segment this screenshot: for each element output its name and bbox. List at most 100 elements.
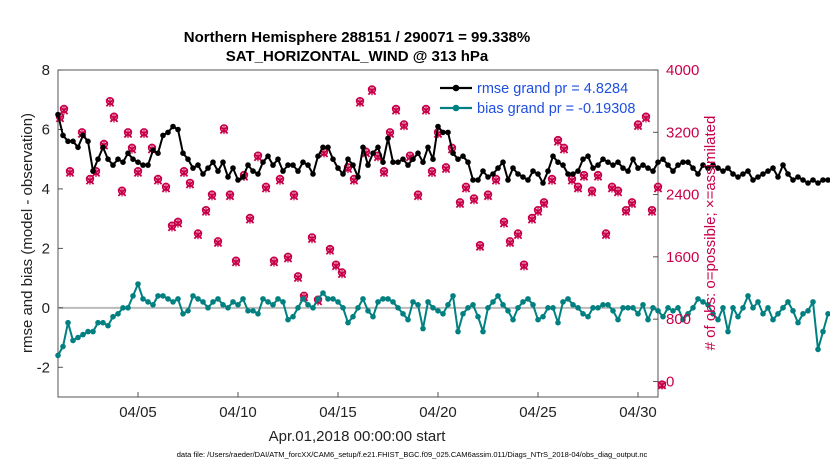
obs-assimilated-marker xyxy=(601,230,611,240)
rmse-point xyxy=(670,168,676,174)
right-tick-label: 4000 xyxy=(666,62,699,79)
rmse-point xyxy=(90,168,96,174)
rmse-point xyxy=(690,165,696,171)
bias-point xyxy=(600,302,606,308)
rmse-point xyxy=(625,168,631,174)
obs-assimilated-marker xyxy=(331,261,341,271)
rmse-point xyxy=(610,162,616,168)
rmse-point xyxy=(530,168,536,174)
bias-point xyxy=(595,305,601,311)
obs-assimilated-marker xyxy=(593,172,603,181)
obs-assimilated-marker xyxy=(367,86,377,96)
bias-point xyxy=(450,293,456,299)
obs-assimilated-marker xyxy=(269,258,279,267)
bias-point xyxy=(360,296,366,302)
rmse-point xyxy=(470,177,476,183)
obs-assimilated-marker xyxy=(261,184,271,193)
bias-point xyxy=(500,302,506,308)
bias-point xyxy=(95,319,101,326)
rmse-point xyxy=(640,162,646,168)
obs-assimilated-marker xyxy=(105,98,115,107)
bias-point xyxy=(245,308,251,314)
bias-point xyxy=(635,311,641,317)
rmse-point xyxy=(790,177,796,183)
rmse-point xyxy=(385,135,391,142)
bias-point xyxy=(505,308,511,314)
bias-point xyxy=(530,302,536,308)
rmse-point xyxy=(615,159,621,165)
rmse-point xyxy=(310,171,316,177)
rmse-point xyxy=(710,162,716,168)
rmse-point xyxy=(560,162,566,168)
bias-point xyxy=(590,305,596,311)
rmse-point xyxy=(65,138,71,145)
bias-point xyxy=(105,322,111,329)
obs-assimilated-marker xyxy=(475,242,485,251)
bias-point xyxy=(735,313,741,320)
bias-point xyxy=(585,313,591,320)
rmse-point xyxy=(755,174,761,180)
bias-point xyxy=(425,299,431,305)
bias-point xyxy=(510,316,516,323)
bias-point xyxy=(570,302,576,308)
bias-point xyxy=(350,313,356,320)
rmse-point xyxy=(540,180,546,186)
x-tick-label: 04/30 xyxy=(619,404,657,421)
bias-point xyxy=(760,311,766,317)
bias-point xyxy=(195,296,201,302)
rmse-point xyxy=(800,177,806,183)
rmse-point xyxy=(740,171,746,177)
bias-point xyxy=(465,305,471,311)
bias-point xyxy=(710,311,716,317)
rmse-point xyxy=(75,144,81,151)
obs-assimilated-marker xyxy=(455,199,465,209)
bias-point xyxy=(805,308,811,314)
rmse-point xyxy=(200,171,206,177)
rmse-point xyxy=(810,177,816,183)
rmse-point xyxy=(430,156,436,162)
obs-assimilated-marker xyxy=(469,195,479,205)
obs-assimilated-marker xyxy=(533,207,543,216)
bias-point xyxy=(765,305,771,311)
x-tick-label: 04/05 xyxy=(119,404,157,421)
obs-assimilated-marker xyxy=(547,176,557,185)
bias-point xyxy=(280,299,286,305)
bias-point xyxy=(475,313,481,320)
obs-assimilated-marker xyxy=(245,215,255,224)
bias-point xyxy=(225,305,231,311)
bias-point xyxy=(275,296,281,302)
bias-point xyxy=(705,302,711,308)
bias-point xyxy=(655,308,661,314)
bias-point xyxy=(335,299,341,305)
rmse-point xyxy=(545,168,551,174)
rmse-point xyxy=(465,159,471,165)
bias-point xyxy=(400,311,406,317)
bias-point xyxy=(150,302,156,308)
rmse-point xyxy=(305,162,311,168)
rmse-point xyxy=(225,174,231,180)
x-tick-label: 04/15 xyxy=(319,404,357,421)
bias-point xyxy=(260,296,266,302)
bias-point xyxy=(815,346,821,353)
rmse-point xyxy=(435,123,441,130)
rmse-point xyxy=(760,171,766,177)
bias-point xyxy=(785,299,791,305)
left-axis-tick-labels: -2 0 2 4 6 8 xyxy=(37,62,50,376)
rmse-point xyxy=(165,129,171,136)
bias-point xyxy=(820,328,826,335)
bias-point xyxy=(60,343,66,350)
rmse-series xyxy=(55,111,830,186)
bias-point xyxy=(310,305,316,311)
bias-point xyxy=(640,302,646,308)
rmse-point xyxy=(155,150,161,156)
bias-point xyxy=(390,299,396,305)
obs-assimilated-marker xyxy=(325,246,335,255)
rmse-point xyxy=(720,168,726,174)
bias-point xyxy=(325,296,331,302)
obs-assimilated-marker xyxy=(167,223,177,232)
bias-point xyxy=(720,305,726,311)
obs-assimilated-marker xyxy=(117,187,127,197)
obs-assimilated-marker xyxy=(491,176,501,185)
obs-assimilated-marker xyxy=(65,168,75,178)
rmse-point xyxy=(350,162,356,168)
